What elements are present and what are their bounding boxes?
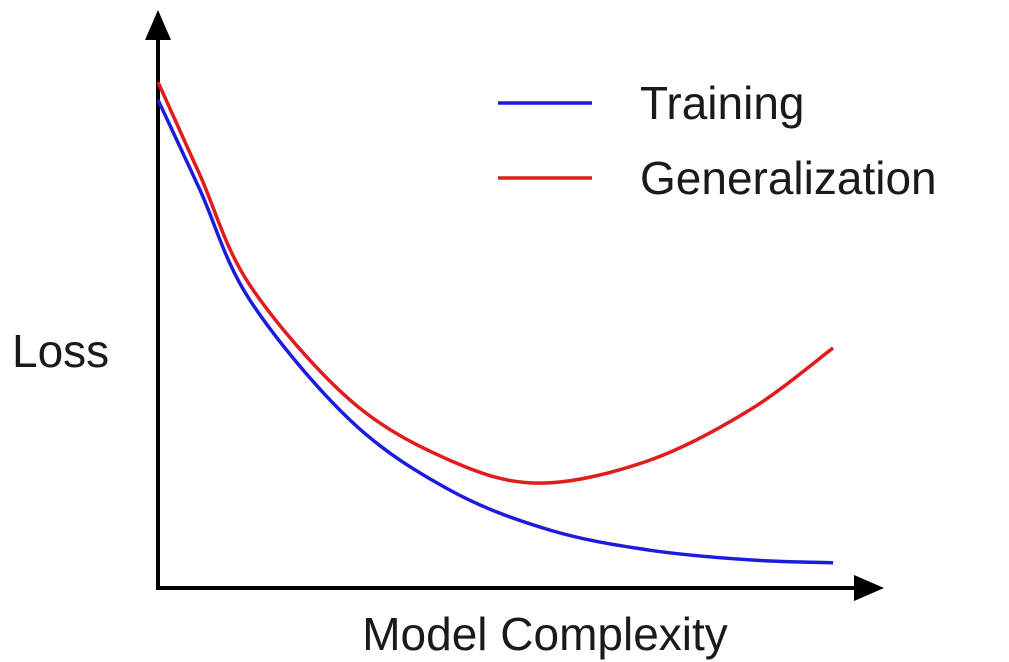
y-axis-arrow bbox=[145, 10, 171, 40]
x-axis-arrow bbox=[854, 575, 884, 601]
legend-label: Generalization bbox=[640, 152, 937, 204]
y-axis-label: Loss bbox=[12, 325, 109, 377]
legend-label: Training bbox=[640, 77, 804, 129]
line bbox=[156, 81, 835, 485]
x-axis-label: Model Complexity bbox=[362, 608, 728, 660]
line bbox=[156, 99, 834, 565]
